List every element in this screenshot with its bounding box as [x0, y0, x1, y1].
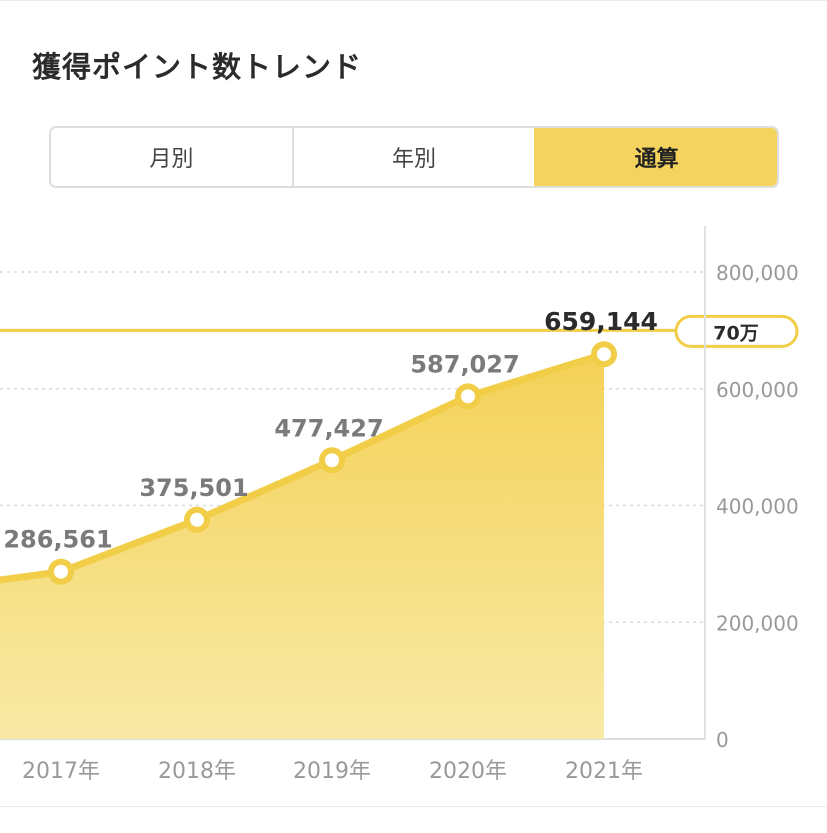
reference-badge — [674, 314, 799, 348]
y-tick-label: 400,000 — [716, 495, 799, 519]
data-label: 477,427 — [274, 414, 383, 442]
data-label: 659,144 — [544, 307, 658, 336]
y-tick-label: 600,000 — [716, 378, 799, 402]
x-tick-label: 2018年 — [158, 759, 236, 784]
points-trend-chart: 70万 286,561375,501477,427587,027659,144 … — [0, 226, 799, 784]
data-point — [591, 341, 617, 368]
x-tick-label: 2019年 — [293, 759, 371, 784]
data-point — [319, 447, 345, 474]
tab-monthly[interactable]: 月別 — [51, 128, 292, 186]
x-tick-label: 2021年 — [565, 759, 643, 784]
data-point — [455, 383, 481, 410]
series-line — [0, 350, 608, 584]
y-tick-label: 800,000 — [716, 261, 799, 285]
data-label: 587,027 — [410, 350, 519, 378]
bottom-divider — [0, 806, 827, 807]
data-label: 375,501 — [139, 474, 248, 502]
top-divider — [0, 0, 827, 1]
data-point — [48, 558, 74, 585]
period-tabs: 月別 年別 通算 — [49, 126, 779, 188]
data-point — [184, 506, 210, 533]
tab-cumulative[interactable]: 通算 — [534, 128, 777, 186]
x-tick-label: 2017年 — [22, 759, 100, 784]
area-fill — [0, 354, 604, 739]
y-tick-label: 0 — [716, 728, 729, 752]
data-label: 286,561 — [3, 526, 112, 554]
reference-label: 70万 — [713, 322, 758, 344]
y-tick-label: 200,000 — [716, 611, 799, 635]
x-tick-label: 2020年 — [429, 759, 507, 784]
page-title: 獲得ポイント数トレンド — [32, 50, 363, 84]
tab-yearly[interactable]: 年別 — [291, 128, 535, 186]
